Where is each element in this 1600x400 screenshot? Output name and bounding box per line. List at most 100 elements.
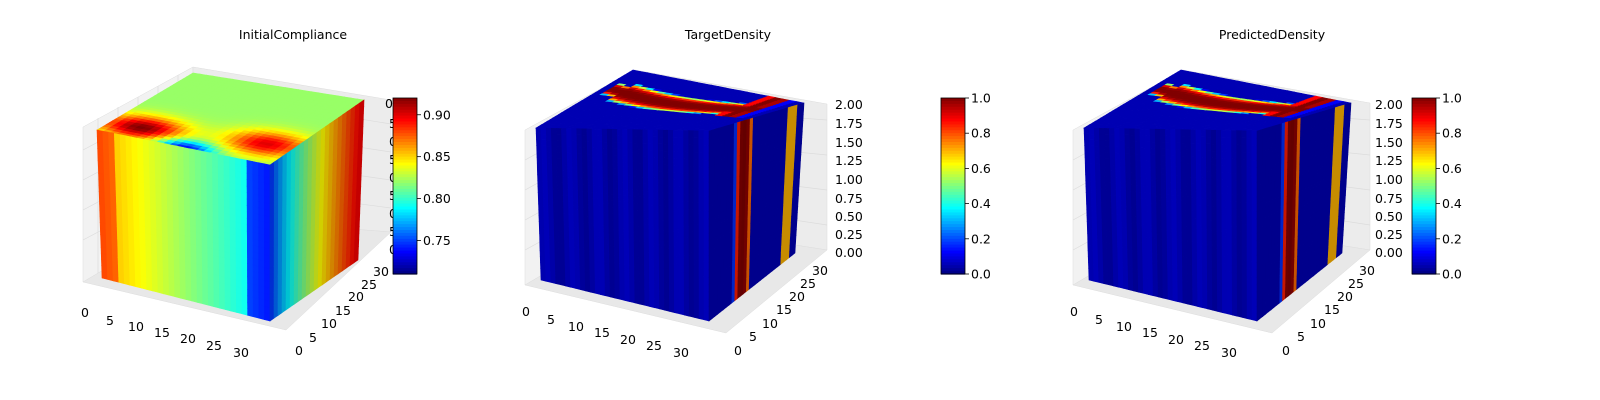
voxel-cell bbox=[698, 231, 705, 241]
voxel-cell bbox=[632, 162, 639, 171]
voxel-cell bbox=[577, 171, 584, 180]
z-axis-ticks: 2.00 1.75 1.50 1.25 1.00 0.75 0.50 0.25 … bbox=[835, 97, 863, 260]
voxel-cell bbox=[612, 154, 619, 163]
voxel-cell bbox=[688, 180, 695, 189]
voxel-cell bbox=[577, 184, 584, 192]
voxel-cell bbox=[688, 244, 695, 254]
voxel-cell bbox=[542, 180, 549, 188]
voxel-cell bbox=[592, 191, 599, 200]
voxel-cell bbox=[582, 197, 589, 205]
voxel-cell bbox=[135, 280, 142, 289]
voxel-cell bbox=[586, 134, 593, 142]
voxel-cell bbox=[653, 266, 660, 275]
voxel-cell bbox=[668, 178, 675, 187]
voxel-cell bbox=[602, 167, 609, 175]
voxel-cell bbox=[643, 244, 650, 253]
x-tick: 10 bbox=[568, 319, 584, 334]
panel-initial-compliance: InitialCompliance 0 5 0 bbox=[81, 27, 451, 360]
voxel-cell bbox=[658, 184, 665, 193]
y-tick: 15 bbox=[776, 302, 792, 317]
voxel-cell bbox=[618, 253, 625, 262]
voxel-cell bbox=[693, 159, 700, 168]
colorbar-tick-label: 0.75 bbox=[423, 233, 451, 248]
voxel-cell bbox=[597, 173, 604, 181]
colorbar: 0.00.20.40.60.81.0 bbox=[940, 91, 991, 282]
voxel-cell bbox=[578, 202, 584, 211]
voxel-cell bbox=[678, 264, 685, 273]
voxel-cell bbox=[581, 128, 588, 136]
voxel-cell bbox=[602, 148, 609, 156]
voxel-cell bbox=[592, 153, 599, 162]
voxel-cell bbox=[663, 261, 670, 270]
voxel-cell bbox=[668, 269, 675, 278]
voxel-cell bbox=[588, 197, 594, 206]
colorbar-tick-label: 0.80 bbox=[423, 191, 451, 206]
z-tick: 1.00 bbox=[835, 172, 863, 187]
voxel-cell bbox=[556, 152, 563, 160]
voxel-cell bbox=[596, 135, 603, 143]
voxel-cell bbox=[623, 221, 630, 230]
voxel-cell bbox=[623, 247, 630, 256]
voxel-cell bbox=[642, 156, 649, 165]
voxel-cell bbox=[591, 141, 598, 149]
voxel-cell bbox=[668, 185, 675, 194]
voxel-cell bbox=[570, 280, 576, 289]
voxel-cell bbox=[603, 212, 610, 220]
voxel-cell bbox=[546, 157, 553, 165]
voxel-cell bbox=[608, 219, 615, 228]
voxel-cell bbox=[642, 169, 649, 178]
voxel-cell bbox=[562, 164, 568, 172]
voxel-cell bbox=[597, 185, 604, 194]
z-tick: 1.75 bbox=[835, 116, 863, 131]
voxel-cell bbox=[678, 221, 685, 231]
voxel-cell bbox=[683, 208, 690, 217]
voxel-cell bbox=[545, 127, 552, 135]
voxel-cell bbox=[622, 162, 629, 170]
voxel-cell bbox=[642, 149, 649, 158]
voxel-cell bbox=[609, 251, 615, 260]
voxel-cell bbox=[541, 139, 548, 147]
voxel-cell bbox=[613, 213, 620, 222]
voxel-cell bbox=[129, 278, 136, 287]
voxel-cell bbox=[647, 170, 654, 179]
voxel-cell bbox=[653, 184, 659, 193]
voxel-cell bbox=[718, 126, 723, 136]
voxel-cell bbox=[643, 176, 649, 185]
colorbar-tick-label: 0.6 bbox=[971, 161, 991, 176]
voxel-cell bbox=[698, 224, 705, 233]
voxel-cell bbox=[643, 250, 650, 260]
voxel-cell bbox=[688, 215, 695, 225]
voxel-cell bbox=[562, 188, 569, 197]
voxel-cell bbox=[612, 148, 619, 156]
voxel-cell bbox=[627, 162, 634, 171]
voxel-cell bbox=[693, 238, 700, 247]
voxel-cell bbox=[688, 251, 695, 261]
voxel-cell bbox=[683, 222, 690, 231]
y-tick: 10 bbox=[762, 316, 778, 331]
voxel-cube bbox=[96, 72, 365, 322]
voxel-cell bbox=[587, 178, 594, 187]
voxel-cell bbox=[658, 198, 665, 207]
voxel-cell bbox=[614, 291, 621, 300]
voxel-cell bbox=[592, 147, 598, 155]
voxel-cell bbox=[582, 178, 589, 186]
voxel-cell bbox=[703, 239, 710, 249]
voxel-cell bbox=[611, 128, 618, 137]
voxel-cell bbox=[565, 279, 571, 288]
voxel-cell bbox=[657, 150, 664, 159]
voxel-cell bbox=[568, 225, 575, 234]
voxel-cell bbox=[598, 205, 605, 213]
voxel-cell bbox=[683, 130, 690, 139]
voxel-cell bbox=[703, 195, 710, 205]
voxel-cell bbox=[663, 254, 670, 263]
voxel-cell bbox=[627, 129, 634, 137]
voxel-cell bbox=[568, 219, 575, 228]
voxel-cell bbox=[573, 220, 580, 229]
voxel-cell bbox=[703, 268, 710, 278]
voxel-cell bbox=[563, 212, 570, 221]
voxel-cell bbox=[688, 144, 695, 153]
voxel-cell bbox=[627, 142, 634, 151]
voxel-cell bbox=[560, 278, 567, 287]
voxel-cell bbox=[566, 140, 573, 148]
